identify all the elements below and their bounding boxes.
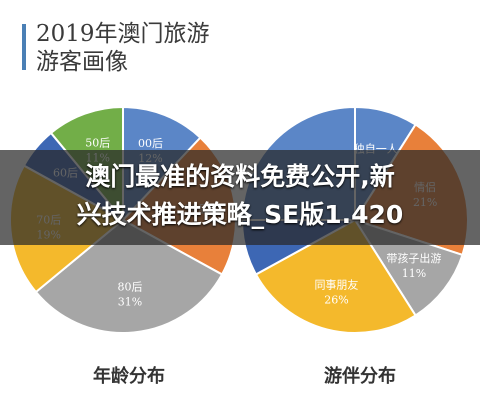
pie-slice — [254, 218, 417, 334]
companion-chart-title: 游伴分布 — [324, 366, 396, 387]
pie-slice-label: 带孩子出游 — [386, 251, 441, 265]
headline: 澳门最准的资料免费公开,新 兴技术推进策略_SE版1.420 — [0, 158, 480, 234]
pie-slice-label: 50后 — [85, 136, 110, 149]
title-line-2: 游客画像 — [36, 49, 128, 75]
headline-line-1: 澳门最准的资料免费公开,新 — [85, 162, 395, 191]
pie-slice-label: 26% — [324, 294, 348, 307]
age-chart-title: 年龄分布 — [93, 366, 165, 387]
headline-line-2: 兴技术推进策略_SE版1.420 — [76, 200, 404, 229]
pie-slice-label: 11% — [402, 267, 426, 280]
pie-slice — [34, 218, 224, 334]
pie-slice-label: 同事朋友 — [314, 278, 358, 292]
title-accent-bar — [22, 24, 26, 70]
headline-overlay — [0, 150, 480, 245]
pie-slice-label: 00后 — [138, 137, 163, 150]
title-line-1: 2019年澳门旅游 — [36, 21, 210, 47]
page-title: 2019年澳门旅游 游客画像 — [36, 20, 210, 76]
pie-slice-label: 31% — [118, 296, 142, 309]
pie-slice-label: 80后 — [118, 281, 143, 294]
